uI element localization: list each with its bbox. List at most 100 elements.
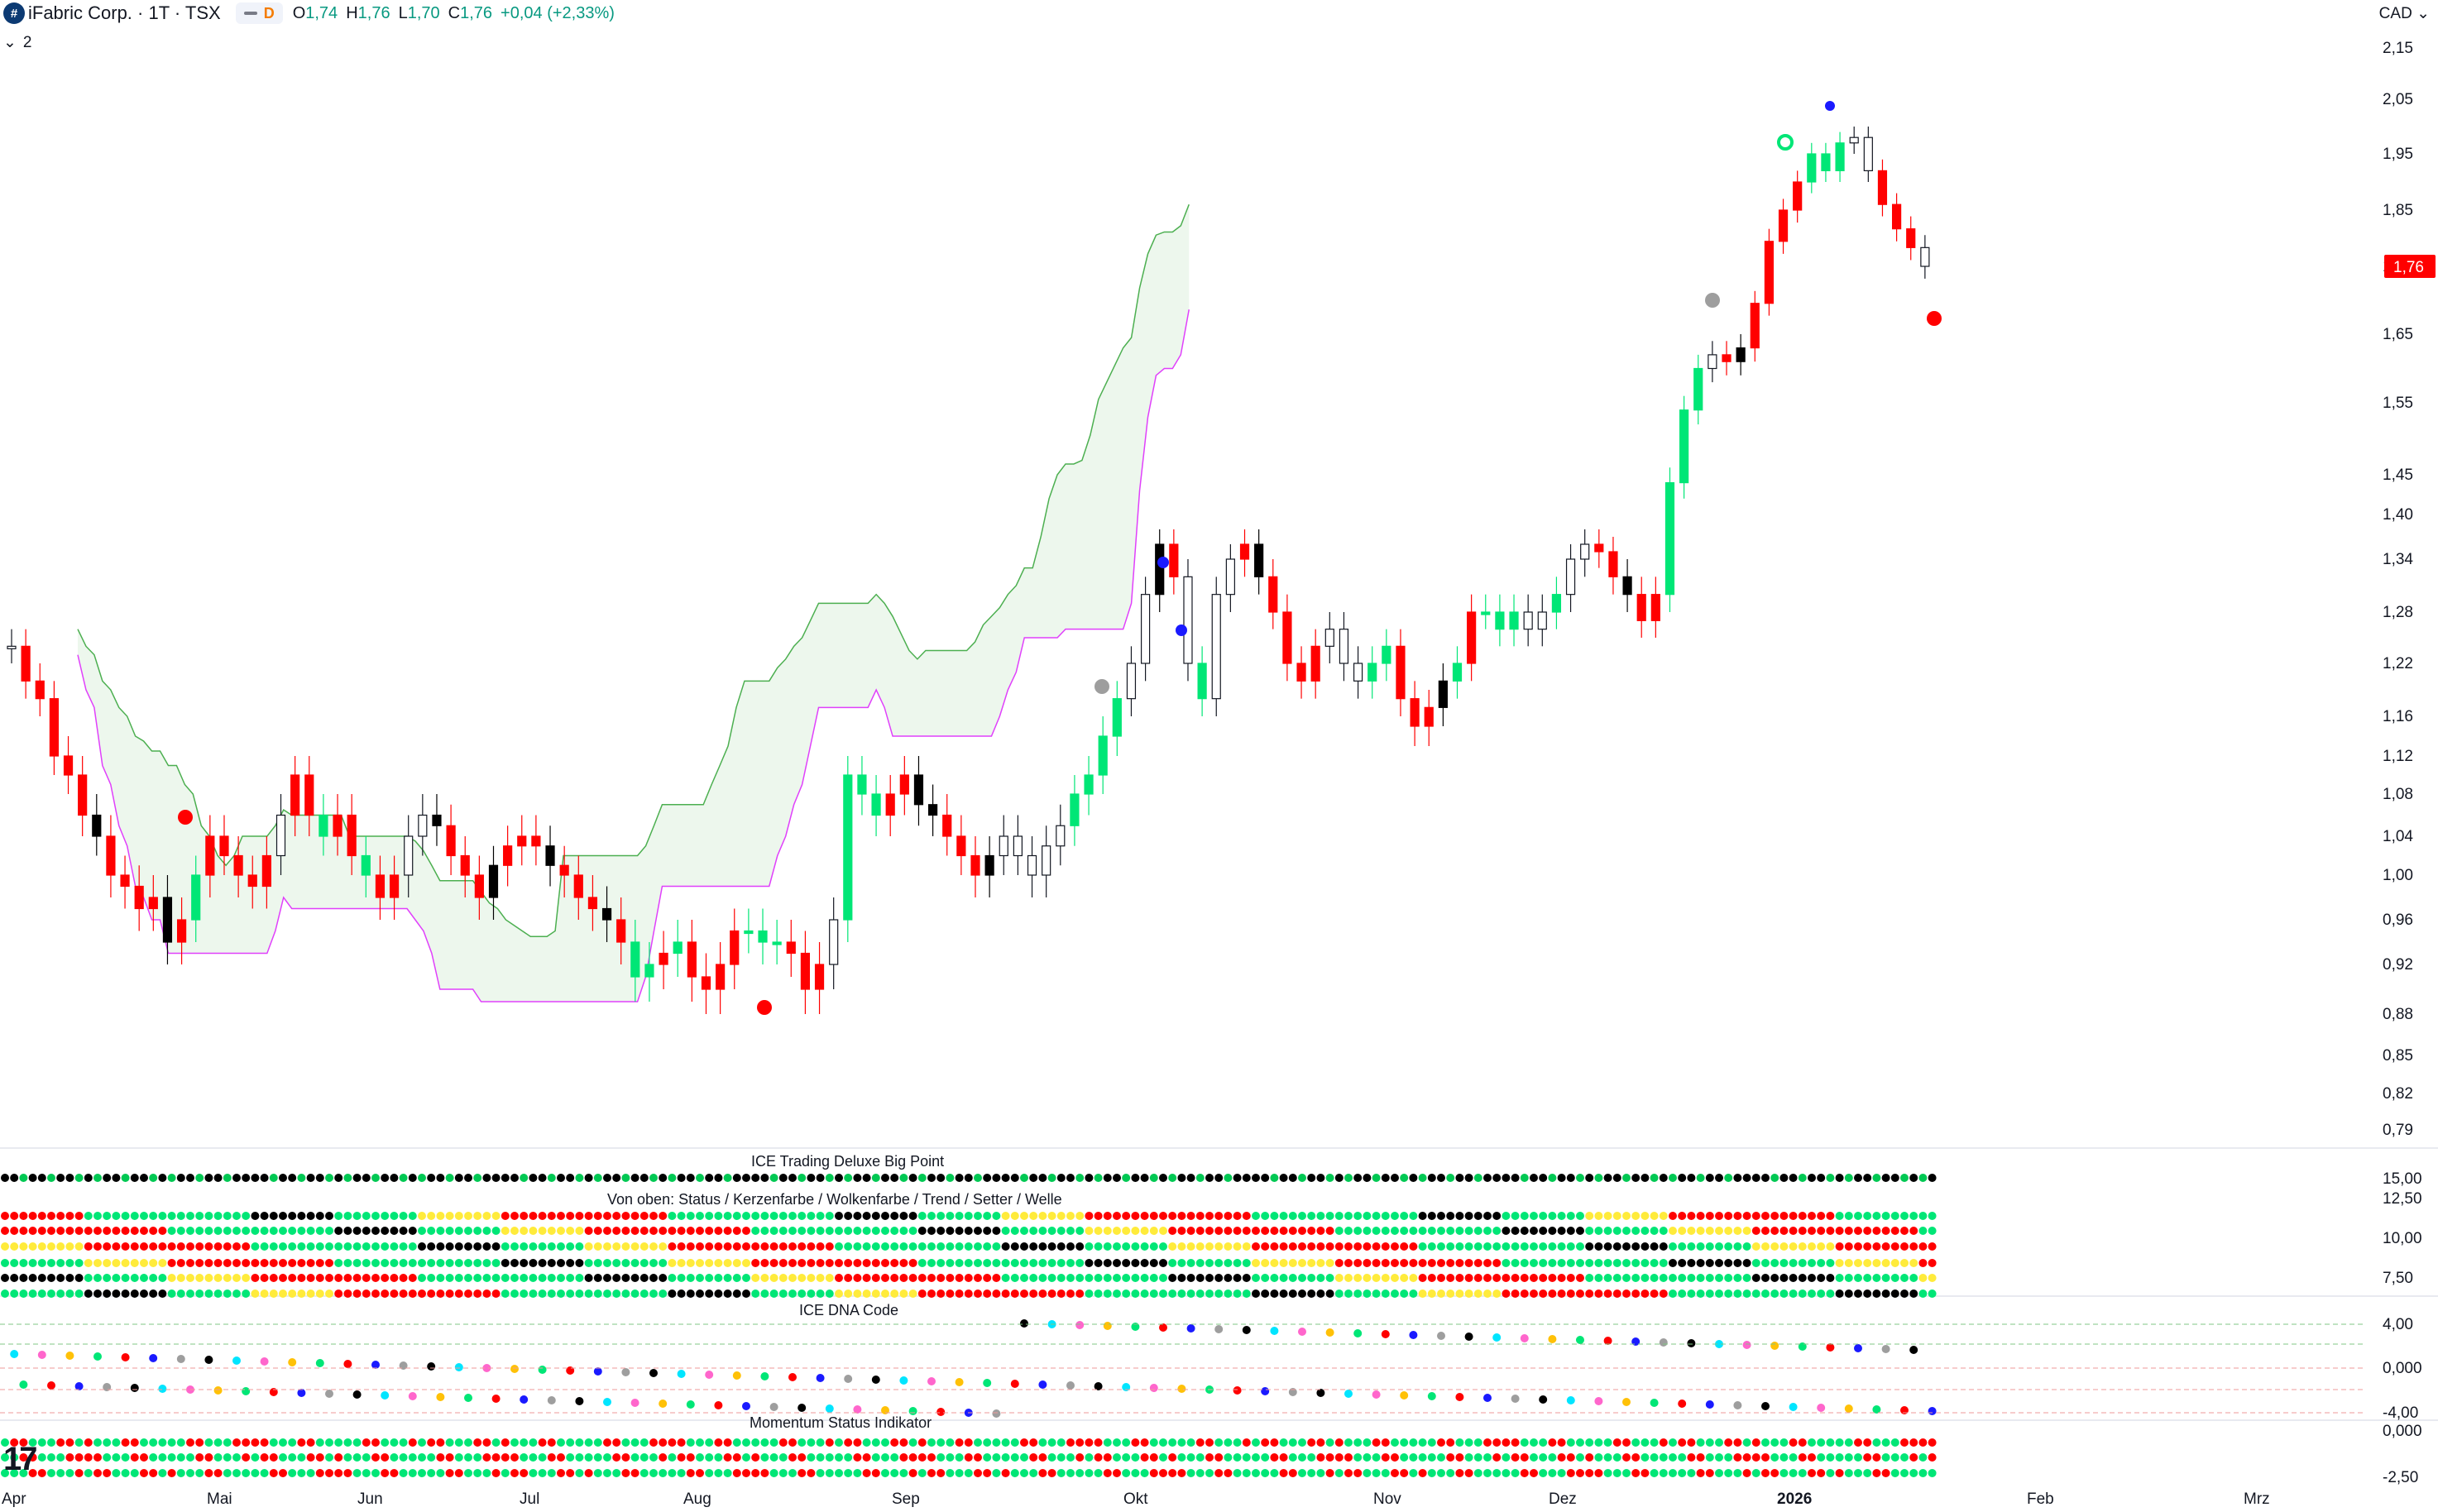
momentum-dot [1808,1453,1816,1462]
momentum-dot [399,1453,408,1462]
momentum-dot [1001,1469,1010,1477]
momentum-dot [269,1469,278,1477]
market-status-badge[interactable]: D [235,2,283,24]
status-dot [1678,1290,1687,1298]
status-dot [65,1212,74,1220]
status-dot [1603,1242,1612,1251]
candle-body [333,814,342,837]
big-point-dot [639,1174,649,1182]
momentum-dot [232,1438,241,1447]
dna-code-dot [10,1350,19,1358]
currency-selector[interactable]: CAD ⌄ [2379,4,2430,23]
status-dot [343,1274,352,1282]
momentum-dot [223,1438,232,1447]
candle-body [1750,303,1760,349]
dna-code-dot [1650,1399,1659,1407]
momentum-dot [825,1453,834,1462]
status-dot [1168,1227,1177,1235]
big-point-dot [334,1174,343,1182]
candle-body [432,814,442,826]
momentum-dot [140,1438,148,1447]
status-dot [1511,1259,1520,1267]
status-dot [1900,1290,1909,1298]
status-dot [1103,1212,1112,1220]
candle-body [233,854,243,876]
momentum-dot [167,1438,176,1447]
price-axis[interactable]: 2,152,051,951,851,761,651,551,451,401,34… [2383,40,2436,1139]
status-dot [1279,1259,1288,1267]
status-dot [325,1242,333,1251]
status-dot [751,1242,760,1251]
time-axis[interactable]: Apr Mai Jun Jul Aug Sep Okt Nov Dez 2026 Feb Mrz [2,1490,2270,1508]
momentum-dot [1761,1453,1770,1462]
momentum-dot [1344,1453,1353,1462]
status-dot [140,1290,148,1298]
status-dot [844,1274,853,1282]
momentum-dot [464,1469,472,1477]
big-point-dot [853,1174,862,1182]
status-dot [1631,1274,1641,1282]
status-dot [705,1274,714,1282]
status-dot [47,1242,55,1251]
status-dot [269,1212,278,1220]
status-dot [1622,1290,1631,1298]
status-dot [242,1212,251,1220]
momentum-dot [584,1438,593,1447]
tradingview-logo[interactable]: 17 [3,1441,37,1477]
momentum-dot [1279,1438,1288,1447]
momentum-dot [1261,1453,1270,1462]
symbol-logo[interactable]: # [3,2,25,24]
candle-body [716,964,726,990]
momentum-dot [1214,1469,1224,1477]
status-dot [1603,1274,1612,1282]
status-dot [575,1242,584,1251]
status-dot [677,1242,686,1251]
status-dot [93,1274,102,1282]
status-dot [473,1227,482,1235]
candle-body [1622,576,1632,596]
status-dot [1566,1242,1575,1251]
status-dot [28,1227,37,1235]
status-dot [1520,1259,1529,1267]
indicator-toggle[interactable]: ⌄ 2 [3,33,32,52]
status-dot [1437,1242,1445,1251]
momentum-dot [232,1453,241,1462]
momentum-dot [74,1453,84,1462]
momentum-dot [65,1469,74,1477]
momentum-dot [213,1469,223,1477]
status-dot [1288,1274,1297,1282]
status-dot [1298,1274,1306,1282]
status-dot [167,1242,176,1251]
symbol-title[interactable]: iFabric Corp. · 1T · TSX [28,2,221,23]
status-dot [714,1242,723,1251]
dna-code-dot [1066,1381,1075,1390]
status-dot [1631,1242,1641,1251]
status-dot [1566,1212,1575,1220]
status-dot [1020,1274,1028,1282]
momentum-dot [297,1438,306,1447]
momentum-dot [714,1438,723,1447]
status-dot [992,1227,1001,1235]
status-dot [1391,1259,1399,1267]
candle-body [730,930,740,965]
status-dot [1029,1212,1038,1220]
status-dot [1140,1290,1149,1298]
momentum-dot [297,1469,306,1477]
big-point-dot [584,1174,593,1182]
status-dot [84,1212,93,1220]
status-dot [1168,1290,1177,1298]
status-dot [1298,1290,1306,1298]
big-point-dot [529,1174,538,1182]
momentum-dot [242,1438,251,1447]
momentum-dot [686,1469,695,1477]
candle-body [389,874,400,898]
status-dot [482,1274,491,1282]
status-dot [1659,1259,1668,1267]
big-point-dot [1909,1174,1918,1182]
momentum-dot [1279,1453,1288,1462]
big-point-dot [677,1174,686,1182]
status-dot [603,1259,611,1267]
momentum-dot [705,1453,714,1462]
status-dot [816,1290,825,1298]
